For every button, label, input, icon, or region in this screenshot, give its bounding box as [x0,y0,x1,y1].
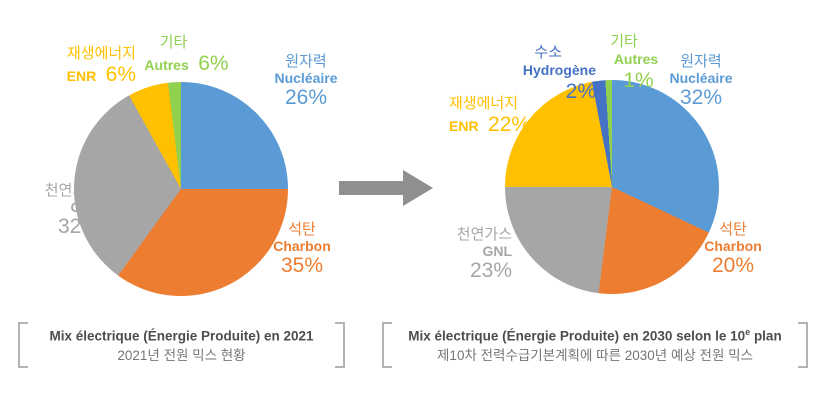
caption-2030: Mix électrique (Énergie Produite) en 203… [382,320,808,370]
label-nucleaire-2021: 원자력 Nucléaire 26% [258,53,354,110]
label-hydrogene-2030: 수소 Hydrogène 2% [486,44,596,103]
label-gnl-2021-kr: 천연가스 [44,182,100,199]
label-enr-2021-pct: 6% [105,62,136,86]
label-enr-2021-fr: ENR [66,67,97,84]
label-gnl-2021-pct: 32% [57,215,100,239]
arrow-shaft [339,181,405,195]
label-enr-2030: 재생에너지 ENR 22% [449,95,569,136]
label-autres-2030: 기타 Autres 1% [596,33,676,92]
label-nucleaire-2021-pct: 26% [284,86,328,110]
label-enr-2021: 재생에너지 ENR 6% [18,45,136,86]
label-autres-2021-pct: 6% [198,51,229,75]
caption-2030-title-text: Mix électrique (Énergie Produite) en 203… [408,328,746,344]
label-gnl-2030-pct: 23% [469,259,512,283]
label-charbon-2021-fr: Charbon [273,237,331,254]
label-enr-2030-kr: 재생에너지 [449,95,519,112]
label-autres-2021-kr: 기타 [159,34,188,51]
label-gnl-2030: 천연가스 GNL 23% [418,226,512,283]
label-charbon-2021-kr: 석탄 [288,221,316,238]
pie-chart-2030 [505,80,719,294]
caption-2021-title: Mix électrique (Énergie Produite) en 202… [18,327,345,345]
label-nucleaire-2021-fr: Nucléaire [274,69,338,86]
caption-2030-subtitle: 제10차 전력수급기본계획에 따른 2030년 예상 전원 믹스 [437,348,753,364]
label-charbon-2021-pct: 35% [280,254,324,278]
label-hydrogene-2030-fr: Hydrogène [522,61,596,78]
label-enr-2021-kr: 재생에너지 [66,45,136,62]
label-hydrogene-2030-kr: 수소 [534,44,562,61]
label-charbon-2030: 석탄 Charbon 20% [690,221,776,278]
label-nucleaire-2030-pct: 32% [679,86,723,110]
right-bracket [798,322,808,368]
label-gnl-2021-fr: GNL [70,198,100,215]
label-autres-2021: 기타 Autres 6% [138,34,235,75]
label-gnl-2030-fr: GNL [482,242,512,259]
caption-2030-title: Mix électrique (Énergie Produite) en 203… [382,327,808,345]
caption-2021-subtitle: 2021년 전원 믹스 현황 [117,348,246,364]
caption-2021-title-text: Mix électrique (Énergie Produite) en 202… [49,328,314,344]
label-nucleaire-2030: 원자력 Nucléaire 32% [654,53,748,110]
label-gnl-2030-kr: 천연가스 [456,226,512,243]
left-bracket [382,322,392,368]
right-bracket [335,322,345,368]
caption-2030-superscript: e [745,327,751,337]
caption-2021: Mix électrique (Énergie Produite) en 202… [18,320,345,370]
pie-chart-2021 [74,82,288,296]
label-charbon-2030-fr: Charbon [704,237,762,254]
label-charbon-2021: 석탄 Charbon 35% [258,221,346,278]
label-autres-2030-kr: 기타 [610,33,638,50]
label-hydrogene-2030-pct: 2% [565,79,596,103]
label-charbon-2030-pct: 20% [711,254,755,278]
label-nucleaire-2030-kr: 원자력 [680,53,722,70]
label-enr-2030-fr: ENR [449,117,479,134]
label-enr-2030-pct: 22% [488,112,531,136]
label-gnl-2021: 천연가스 GNL 32% [8,182,100,239]
label-autres-2021-fr: Autres [144,56,189,73]
label-autres-2030-pct: 1% [623,68,654,92]
left-bracket [18,322,28,368]
caption-2030-title-tail: plan [750,328,782,344]
transition-right-arrow-icon [339,170,433,206]
label-charbon-2030-kr: 석탄 [719,221,747,238]
arrow-head [403,170,433,206]
label-nucleaire-2021-kr: 원자력 [285,53,327,70]
label-autres-2030-fr: Autres [613,50,659,67]
label-nucleaire-2030-fr: Nucléaire [669,69,733,86]
